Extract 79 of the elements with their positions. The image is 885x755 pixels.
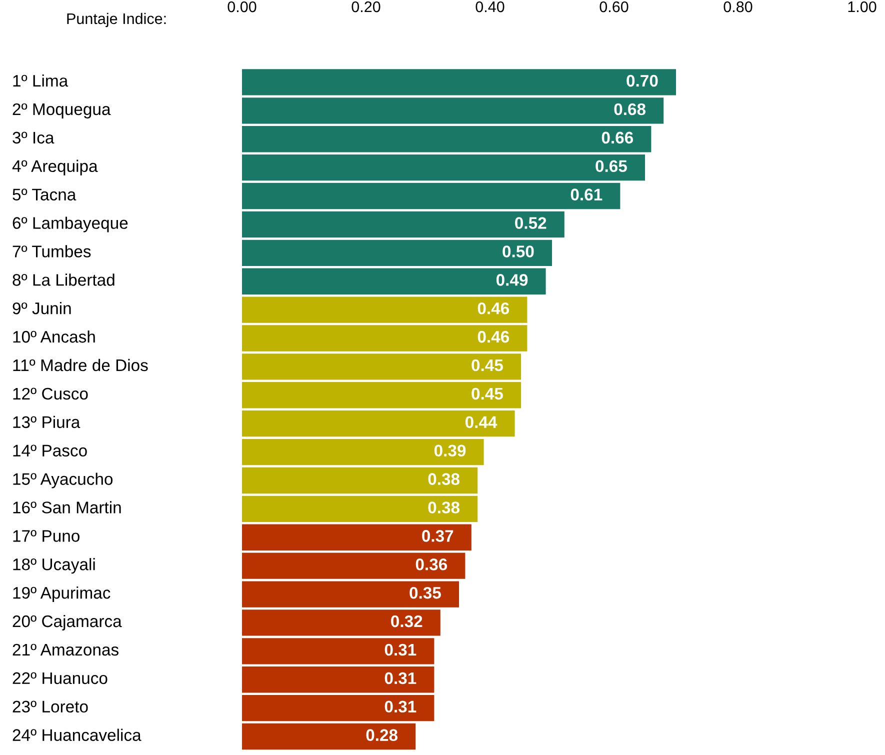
y-tick-label: 15º Ayacucho [13, 472, 113, 488]
y-tick-label: 4º Arequipa [12, 160, 98, 176]
bar [242, 410, 515, 437]
x-axis-title: Puntaje Indice: [67, 12, 166, 28]
y-tick-label: 6º Lambayeque [12, 216, 128, 232]
bar [242, 382, 521, 408]
data-label: 0.31 [384, 672, 416, 684]
bar [242, 354, 521, 380]
y-tick-label: 5º Tacna [12, 188, 76, 200]
data-label: 0.50 [502, 246, 534, 258]
data-label: 0.52 [515, 217, 546, 229]
y-tick-label: 13º Piura [13, 416, 80, 428]
x-tick-label: 1.00 [848, 1, 876, 12]
data-label: 0.38 [428, 473, 460, 485]
data-label: 0.46 [478, 302, 510, 314]
data-label: 0.37 [422, 530, 454, 542]
bar [242, 98, 664, 124]
data-label: 0.31 [384, 644, 416, 656]
bar [242, 69, 676, 96]
data-label: 0.46 [478, 330, 510, 343]
bar [242, 581, 459, 608]
data-label: 0.32 [391, 615, 422, 628]
bar [242, 496, 478, 522]
data-label: 0.31 [384, 700, 416, 713]
data-label: 0.68 [614, 103, 646, 116]
y-tick-label: 14º Pasco [13, 444, 87, 457]
x-tick-label: 0.20 [352, 1, 380, 12]
y-tick-label: 1º Lima [13, 74, 68, 87]
y-tick-label: 8º La Libertad [12, 274, 114, 286]
bar [242, 182, 620, 210]
x-tick-label: 0.80 [724, 1, 752, 12]
y-tick-label: 18º Ucayali [13, 558, 95, 574]
data-label: 0.70 [626, 74, 658, 87]
bar [242, 240, 552, 266]
bar [242, 638, 434, 664]
data-label: 0.36 [416, 558, 448, 570]
bar [242, 552, 466, 579]
y-tick-label: 20º Cajamarca [12, 614, 122, 630]
data-label: 0.49 [496, 274, 528, 286]
data-label: 0.39 [434, 444, 466, 457]
data-label: 0.66 [602, 132, 634, 144]
y-tick-label: 23º Loreto [12, 700, 88, 713]
x-tick-label: 0.00 [228, 1, 256, 12]
bar [242, 723, 416, 750]
y-tick-label: 10º Ancash [13, 330, 95, 343]
data-label: 0.45 [472, 388, 503, 400]
bar [242, 467, 478, 494]
y-tick-label: 11º Madre de Dios [13, 358, 148, 372]
bar [242, 524, 472, 550]
y-tick-label: 7º Tumbes [12, 245, 91, 258]
data-label: 0.61 [570, 188, 602, 200]
bar [242, 154, 645, 181]
data-label: 0.65 [596, 160, 627, 172]
data-label: 0.35 [410, 586, 441, 599]
y-tick-label: 22º Huanuco [12, 672, 108, 684]
bar [242, 325, 528, 352]
y-tick-label: 17º Puno [13, 530, 80, 542]
bar [242, 666, 434, 693]
y-tick-label: 12º Cusco [13, 388, 88, 400]
data-label: 0.38 [428, 502, 460, 514]
y-tick-label: 2º Moquegua [12, 103, 111, 118]
bar [242, 268, 546, 294]
y-tick-label: 16º San Martin [13, 501, 121, 514]
bar [242, 126, 652, 152]
data-label: 0.45 [472, 359, 503, 372]
y-tick-label: 9º Junin [12, 302, 71, 314]
bar [242, 296, 528, 323]
bar [242, 438, 484, 466]
x-tick-label: 0.40 [476, 1, 504, 12]
data-label: 0.28 [366, 729, 398, 741]
y-tick-label: 24º Huancavelica [12, 728, 142, 741]
bar [242, 610, 440, 636]
y-tick-label: 3º Ica [12, 132, 54, 144]
y-tick-label: 21º Amazonas [12, 644, 118, 656]
x-tick-label: 0.60 [600, 1, 628, 12]
bar [242, 211, 564, 238]
y-tick-label: 19º Apurimac [13, 586, 110, 602]
data-label: 0.44 [465, 416, 498, 428]
bar [242, 694, 434, 722]
